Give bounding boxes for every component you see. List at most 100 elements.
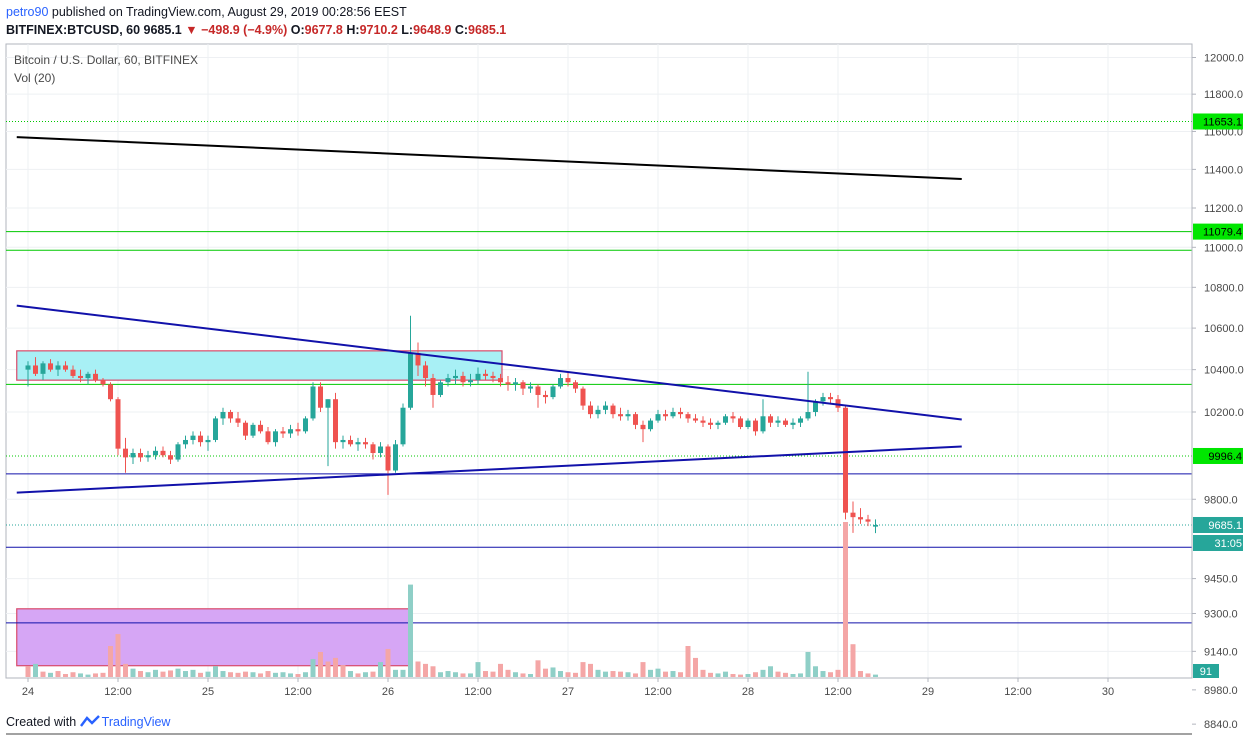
volume-bar: [370, 671, 376, 677]
candle: [790, 418, 796, 430]
candle: [385, 444, 391, 495]
x-axis[interactable]: 24 12:00 25 12:00 26 12:00 27 12:00 28 12:00 29 12:…: [22, 678, 1114, 698]
volume-bar: [243, 671, 248, 677]
candle: [63, 361, 68, 372]
candle: [715, 420, 721, 430]
volume-bar: [295, 674, 301, 677]
candle: [865, 514, 871, 527]
x-tick-label: 27: [562, 686, 574, 698]
candle-body: [70, 369, 76, 376]
candle-body: [873, 524, 878, 527]
series-title: Bitcoin / U.S. Dollar, 60, BITFINEX: [14, 53, 198, 67]
candle-body: [850, 512, 856, 518]
volume-bar: [40, 671, 46, 677]
x-tick-label: 12:00: [1004, 686, 1032, 698]
volume-bar: [363, 672, 368, 677]
candle-body: [408, 352, 413, 408]
candle: [370, 442, 376, 460]
candle-body: [145, 455, 151, 458]
candle: [580, 386, 586, 410]
candle-body: [775, 420, 781, 423]
volume-bar: [768, 666, 773, 677]
volume-bar: [153, 669, 158, 677]
volume-bar: [558, 671, 563, 677]
volume-bar: [378, 662, 383, 677]
volume-bar: [595, 669, 601, 677]
volume-bar: [438, 672, 443, 677]
candle-body: [183, 439, 188, 445]
candle-body: [348, 439, 353, 445]
candle-body: [190, 435, 196, 440]
candle: [453, 369, 458, 385]
open-label: O:: [290, 23, 305, 37]
candle-body: [310, 386, 316, 419]
candle: [550, 384, 556, 400]
candle: [70, 365, 76, 379]
high-value: 9710.2: [359, 23, 398, 37]
volume-bar: [475, 662, 481, 677]
candle: [235, 412, 241, 428]
candle: [723, 414, 728, 425]
candle-body: [280, 431, 286, 434]
volume-bar: [25, 666, 31, 677]
candle: [25, 361, 31, 387]
candle-body: [393, 444, 398, 471]
candle-body: [385, 446, 391, 471]
candle-body: [378, 446, 383, 454]
volume-bar: [490, 671, 496, 677]
candle: [153, 446, 158, 460]
volume-bar: [535, 660, 541, 677]
candle-body: [168, 455, 173, 460]
volume-bar: [580, 662, 586, 677]
volume-bar: [483, 671, 488, 677]
candle: [798, 416, 803, 428]
y-axis[interactable]: 12000.011800.011600.011400.011200.011000…: [1192, 53, 1244, 740]
y-tick-label: 12000.0: [1204, 53, 1244, 65]
volume-bar: [573, 672, 578, 677]
candle: [828, 392, 833, 404]
volume-bar: [175, 668, 181, 677]
candle: [835, 394, 841, 412]
tradingview-link[interactable]: TradingView: [101, 715, 171, 729]
candle-body: [243, 422, 248, 436]
candle-body: [843, 407, 848, 513]
candle-body: [363, 442, 368, 445]
candle-body: [655, 414, 661, 421]
candle: [633, 412, 638, 430]
y-tick-label: 11200.0: [1204, 203, 1243, 215]
y-tick-label: 9300.0: [1204, 608, 1238, 620]
volume-bar: [400, 669, 406, 677]
candle: [400, 403, 406, 447]
candle-body: [220, 412, 226, 419]
candle-body: [258, 424, 263, 432]
candle: [535, 384, 541, 408]
author-link[interactable]: petro90: [6, 5, 49, 19]
volume-bar: [198, 672, 203, 677]
candle: [618, 407, 623, 421]
candle: [663, 409, 668, 421]
candle: [303, 416, 308, 434]
candle: [648, 418, 653, 432]
price-tag-bg: [1193, 447, 1243, 464]
candle-body: [445, 378, 451, 383]
volume-bar: [340, 665, 346, 677]
candle-body: [693, 418, 698, 421]
candle: [33, 357, 38, 376]
candle-body: [138, 453, 143, 458]
volume-bar: [220, 671, 226, 677]
volume-bar: [385, 648, 391, 677]
candle-body: [468, 380, 473, 383]
volume-bar: [190, 669, 196, 677]
candle-body: [535, 386, 541, 395]
candle: [220, 407, 226, 425]
y-tick-label: 9800.0: [1204, 494, 1238, 506]
candle: [228, 409, 233, 423]
candle: [468, 373, 473, 387]
volume-bar: [333, 657, 338, 677]
volume-bar: [55, 671, 61, 677]
volume-bar: [565, 672, 571, 677]
candle: [415, 342, 421, 376]
volume-bar: [873, 674, 878, 677]
x-tick-label: 12:00: [284, 686, 312, 698]
